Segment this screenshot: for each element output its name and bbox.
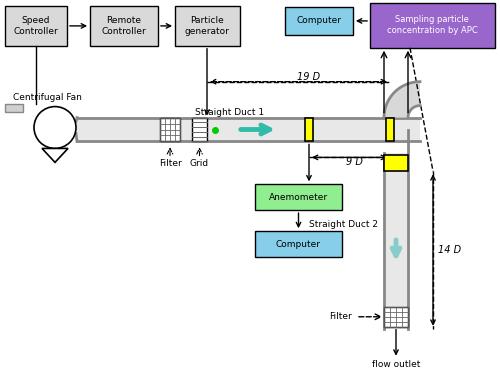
- Text: Anemometer: Anemometer: [269, 193, 328, 202]
- Text: 19 D: 19 D: [297, 72, 320, 82]
- Text: 14 D: 14 D: [438, 245, 461, 255]
- Bar: [384, 155, 408, 171]
- Bar: [77, 118, 420, 141]
- Bar: [175, 6, 240, 46]
- Text: Sampling particle
concentration by APC: Sampling particle concentration by APC: [386, 15, 478, 35]
- Bar: [255, 231, 342, 257]
- Text: Particle
generator: Particle generator: [184, 16, 230, 36]
- Polygon shape: [384, 82, 420, 118]
- Text: Remote
Controller: Remote Controller: [102, 16, 146, 36]
- Bar: [192, 118, 207, 141]
- Bar: [285, 7, 353, 35]
- Text: Computer: Computer: [276, 239, 321, 249]
- Text: Straight Duct 1: Straight Duct 1: [196, 108, 264, 117]
- Text: Centrifugal Fan: Centrifugal Fan: [13, 93, 82, 102]
- Text: 9 D: 9 D: [346, 157, 363, 167]
- Text: Filter: Filter: [329, 312, 352, 321]
- Bar: [370, 3, 495, 48]
- Text: Filter: Filter: [158, 159, 182, 168]
- Bar: [5, 6, 67, 46]
- Text: Grid: Grid: [190, 159, 209, 168]
- Text: Speed
Controller: Speed Controller: [14, 16, 59, 36]
- Bar: [305, 118, 313, 141]
- Bar: [5, 104, 23, 112]
- Circle shape: [34, 107, 76, 148]
- Bar: [384, 154, 408, 329]
- Text: flow outlet: flow outlet: [372, 360, 420, 369]
- Text: Computer: Computer: [296, 16, 342, 26]
- Polygon shape: [42, 148, 68, 162]
- Bar: [386, 118, 394, 141]
- Bar: [160, 118, 180, 141]
- Bar: [384, 307, 408, 327]
- Bar: [255, 184, 342, 210]
- Text: Straight Duct 2: Straight Duct 2: [309, 220, 378, 229]
- Bar: [90, 6, 158, 46]
